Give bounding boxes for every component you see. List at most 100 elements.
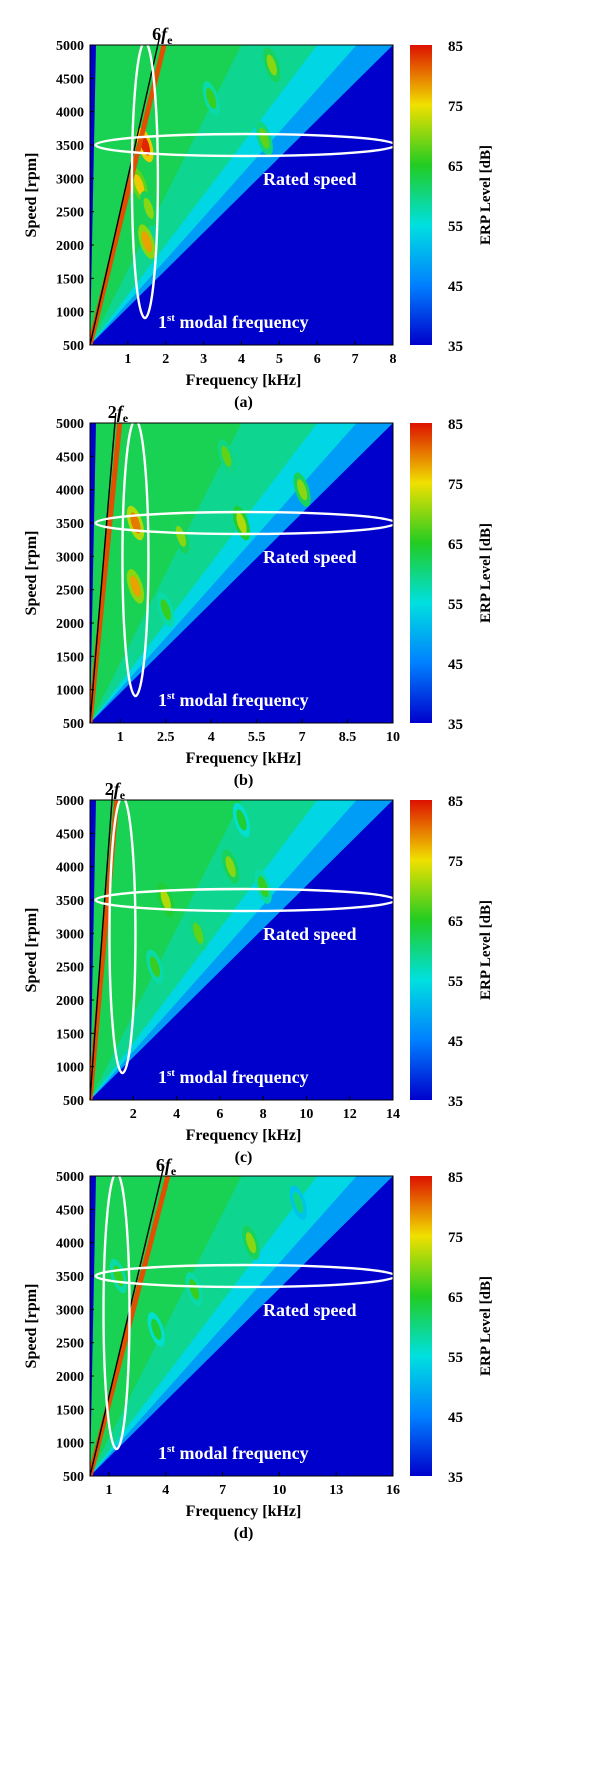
colorbar-tick-label: 75 [448,477,463,493]
y-tick-label: 3000 [56,1303,84,1318]
x-tick-label: 12 [343,1107,357,1122]
y-tick-label: 2000 [56,994,84,1009]
colorbar-tick-label: 75 [448,99,463,115]
chart-panel-b: Rated speed 1st modal frequency 2fe 500 1000… [23,402,494,789]
rated-speed-label: Rated speed [263,169,357,189]
order-line-label: 2fe [108,402,129,425]
y-tick-label: 1000 [56,1437,84,1452]
x-tick-label: 8 [260,1107,267,1122]
hotspot-core [134,174,145,196]
panel-label: (d) [234,1525,254,1542]
y-tick-label: 4500 [56,1203,84,1218]
chart-panel-d: Rated speed 1st modal frequency 6fe 500 1000… [23,1155,494,1542]
y-tick-label: 4000 [56,861,84,876]
modal-frequency-ellipse [121,418,150,698]
order-band [90,45,167,345]
hotspot-core [189,1278,200,1300]
y-axis-label: Speed [rpm] [23,531,40,616]
hotspot-core [130,512,141,534]
order-line [89,1165,165,1477]
modal-frequency-ellipse [102,1171,131,1451]
plot-area [90,800,393,1100]
y-tick-label: 3000 [56,550,84,565]
x-tick-label: 4 [238,352,245,367]
plot-frame [89,1175,394,1477]
y-tick-label: 500 [63,339,84,354]
y-tick-label: 5000 [56,794,84,809]
colorbar-label: ERP Level [dB] [478,145,494,245]
colorbar-tick-label: 75 [448,1230,463,1246]
y-tick-label: 2000 [56,617,84,632]
hotspot-core [141,231,152,253]
modal-frequency-label: 1st modal frequency [158,312,309,332]
x-tick-label: 16 [386,1483,400,1498]
x-tick-label: 10 [299,1107,313,1122]
y-tick-label: 1000 [56,684,84,699]
chart-panel-a: Rated speed 1st modal frequency 6fe 500 1000… [23,24,494,411]
y-tick-label: 4000 [56,1237,84,1252]
x-tick-label: 14 [386,1107,400,1122]
plot-area [90,45,393,345]
y-tick-label: 3000 [56,927,84,942]
y-tick-label: 2500 [56,584,84,599]
colorbar-tick-label: 55 [448,597,463,613]
y-tick-label: 2500 [56,961,84,976]
y-tick-label: 500 [63,1094,84,1109]
colorbar-tick-label: 45 [448,1410,463,1426]
chart-panel-c: Rated speed 1st modal frequency 2fe 500 1000… [23,779,494,1166]
y-tick-label: 5000 [56,417,84,432]
y-tick-label: 4500 [56,827,84,842]
order-line [89,34,161,346]
x-tick-label: 4 [208,730,215,745]
order-band [90,423,123,723]
y-tick-label: 2000 [56,239,84,254]
wedge-band-4 [90,800,242,1100]
colorbar-tick-label: 35 [448,717,463,733]
y-tick-label: 2500 [56,206,84,221]
y-tick-label: 4000 [56,484,84,499]
hotspot-core [297,479,308,501]
panel-label: (c) [235,1149,253,1166]
colorbar-tick-label: 45 [448,1034,463,1050]
modal-frequency-label: 1st modal frequency [158,1067,309,1087]
x-tick-label: 1 [124,352,131,367]
x-tick-label: 3 [200,352,207,367]
modal-frequency-label: 1st modal frequency [158,690,309,710]
x-tick-label: 1 [117,730,124,745]
colorbar-tick-label: 55 [448,1350,463,1366]
y-tick-label: 1000 [56,306,84,321]
x-tick-label: 4 [173,1107,180,1122]
colorbar-tick-label: 75 [448,854,463,870]
colorbar-label: ERP Level [dB] [478,1276,494,1376]
colorbar-tick-label: 45 [448,657,463,673]
x-tick-label: 13 [329,1483,343,1498]
colorbar-tick-label: 35 [448,1094,463,1110]
hotspot-core [175,525,186,547]
colorbar [410,1176,432,1476]
left-sliver [90,800,96,1100]
x-tick-label: 2 [130,1107,137,1122]
colorbar-tick-label: 35 [448,1470,463,1486]
y-tick-label: 5000 [56,1170,84,1185]
x-tick-label: 8.5 [339,730,357,745]
plot-area [90,423,393,723]
hotspot-core [149,956,161,978]
x-tick-label: 5 [276,352,283,367]
hotspot-core [193,922,204,944]
hotspot-core [151,1318,162,1340]
y-tick-label: 1000 [56,1061,84,1076]
rated-speed-label: Rated speed [263,547,357,567]
order-line [89,789,114,1101]
y-tick-label: 500 [63,717,84,732]
colorbar-tick-label: 65 [448,914,463,930]
y-axis-label: Speed [rpm] [23,908,40,993]
hotspot-core [160,889,171,911]
panel-label: (b) [234,772,254,789]
y-tick-label: 1500 [56,650,84,665]
colorbar-tick-label: 85 [448,794,463,810]
colorbar-tick-label: 85 [448,417,463,433]
x-tick-label: 7 [299,730,306,745]
hotspot-core [236,512,247,534]
y-tick-label: 2000 [56,1370,84,1385]
